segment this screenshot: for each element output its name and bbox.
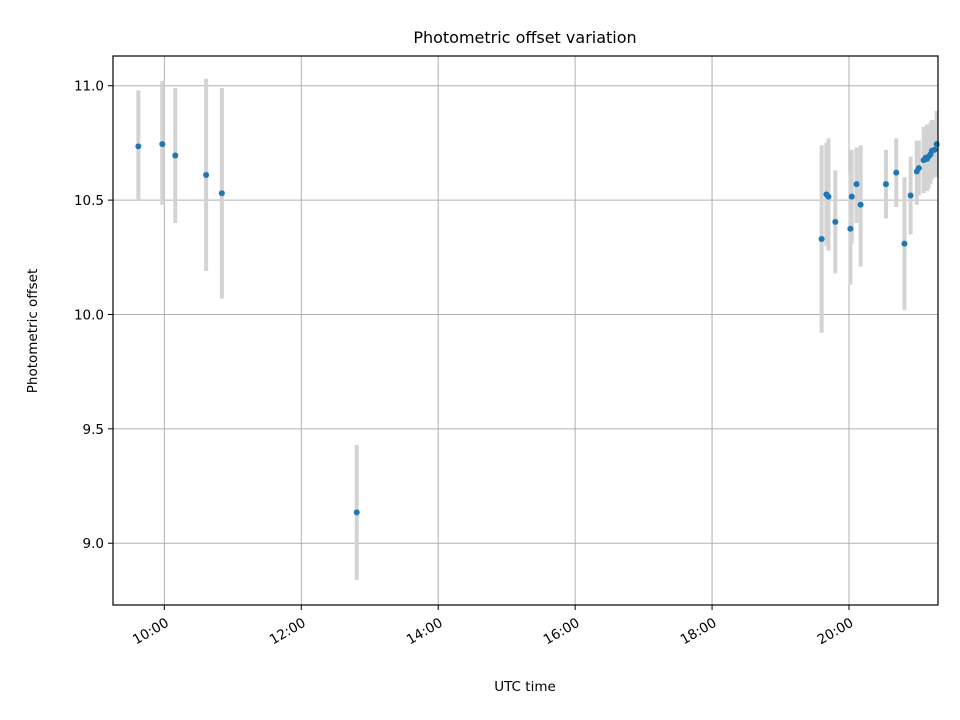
data-point [848,193,855,200]
data-point [882,181,889,188]
data-point [832,218,839,225]
data-point [135,143,142,150]
data-point [893,169,900,176]
data-point [915,165,922,172]
data-points [135,141,940,516]
y-axis-ticks: 9.0 9.5 10.0 10.5 11.0 [74,79,113,552]
chart-title: Photometric offset variation [413,28,636,47]
data-point [901,240,908,247]
data-point [172,152,179,159]
y-tick-label: 11.0 [74,79,104,95]
y-tick-label: 9.5 [83,422,104,438]
data-point [818,236,825,242]
data-point [907,192,914,199]
data-point [933,141,940,148]
y-axis-label: Photometric offset [25,269,41,393]
data-point [203,171,210,178]
grid-lines [113,56,938,605]
data-point [857,201,864,208]
y-tick-label: 10.0 [74,307,104,323]
plot-frame [112,55,939,606]
y-tick-label: 10.5 [74,193,104,209]
data-point [825,193,832,200]
data-point [853,181,860,188]
data-point [218,190,225,197]
data-point [931,146,938,153]
x-axis-label: UTC time [494,679,556,695]
data-point [847,225,854,232]
data-point [353,509,360,516]
y-tick-label: 9.0 [83,536,104,552]
data-point [159,141,166,148]
